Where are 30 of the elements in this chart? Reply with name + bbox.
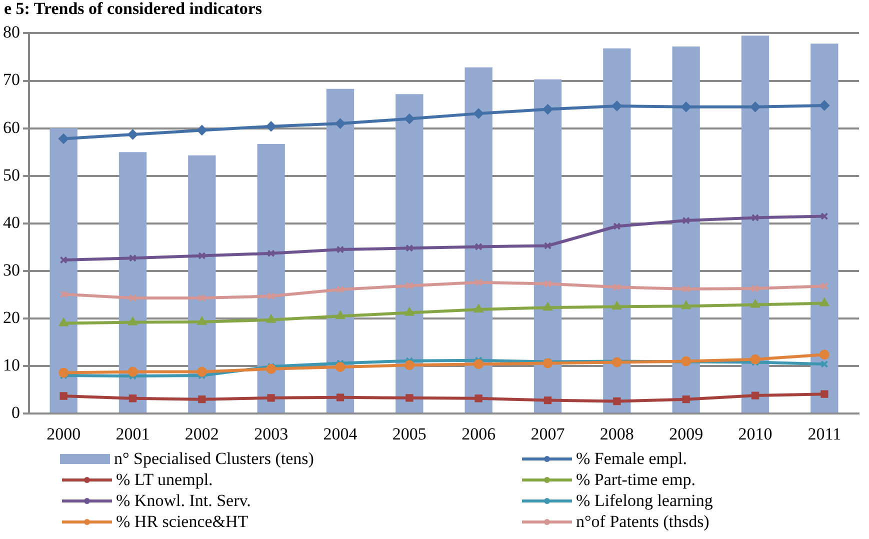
x-tick-label: 2007 <box>530 424 566 444</box>
legend-label: n°of Patents (thsds) <box>576 511 710 532</box>
x-tick-label: 2002 <box>184 424 219 444</box>
x-tick-label: 2000 <box>46 424 81 444</box>
legend-label: % Female empl. <box>576 448 687 469</box>
y-tick-label: 70 <box>3 70 20 90</box>
x-tick-label: 2001 <box>116 424 150 444</box>
y-tick-label: 0 <box>12 403 20 422</box>
legend-label: % LT unempl. <box>116 469 213 490</box>
x-tick-label: 2008 <box>600 424 634 444</box>
legend-label: % Lifelong learning <box>576 490 713 511</box>
y-tick-label: 20 <box>3 308 20 327</box>
y-tick-label: 50 <box>3 165 20 184</box>
legend-label: % HR science&HT <box>116 511 248 532</box>
x-tick-label: 2011 <box>808 424 842 444</box>
x-tick-label: 2005 <box>392 424 426 444</box>
y-tick-label: 60 <box>3 118 20 137</box>
y-tick-label: 40 <box>3 212 20 232</box>
y-tick-label: 10 <box>3 356 20 375</box>
x-tick-label: 2003 <box>254 424 288 444</box>
chart-title: e 5: Trends of considered indicators <box>3 0 263 20</box>
x-tick-label: 2010 <box>738 424 772 444</box>
y-tick-label: 30 <box>3 260 20 280</box>
x-tick-label: 2006 <box>462 424 496 444</box>
y-tick-label: 80 <box>3 22 20 42</box>
legend-label: n° Specialised Clusters (tens) <box>114 448 314 469</box>
x-tick-label: 2009 <box>669 424 704 444</box>
legend-label: % Part-time emp. <box>576 469 696 490</box>
legend-label: % Knowl. Int. Serv. <box>116 490 251 511</box>
x-tick-label: 2004 <box>323 424 358 444</box>
